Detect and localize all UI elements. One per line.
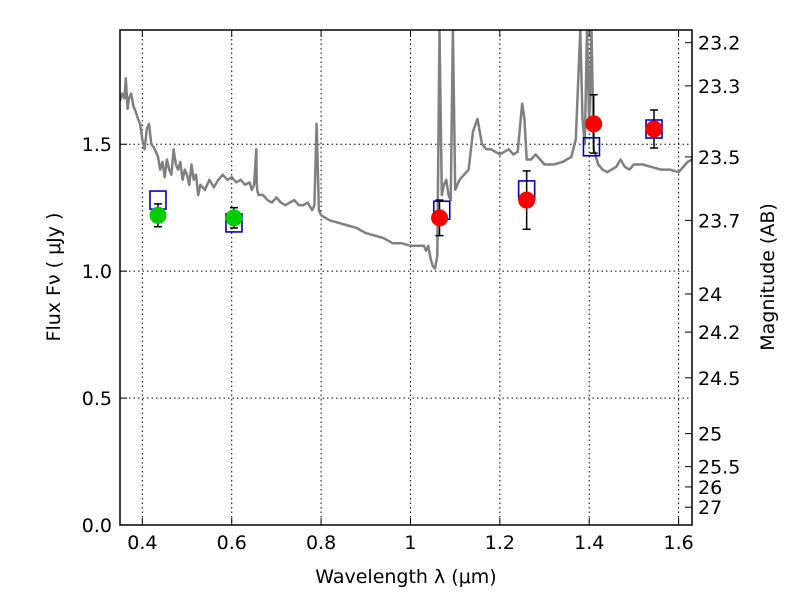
mag-tick-label: 23.5 <box>698 147 740 169</box>
x-tick-label: 0.4 <box>127 532 157 554</box>
x-tick-label: 1.6 <box>663 532 693 554</box>
x-tick-label: 0.8 <box>306 532 336 554</box>
y-tick-label: 0.5 <box>82 388 112 410</box>
mag-tick-label: 27 <box>698 497 722 519</box>
x-axis-title: Wavelength λ (μm) <box>315 566 496 588</box>
axes: 0.4 0.6 0.8 1 1.2 1.4 1.6 0.0 0.5 1.0 1.5 23.2 23.3 2… <box>82 30 740 554</box>
grid <box>120 30 692 525</box>
model-photometry-square <box>582 136 601 157</box>
y-tick-label: 0.0 <box>82 515 112 537</box>
model-spectrum-line <box>120 30 692 270</box>
y-axis-title: Flux Fν ( μJy ) <box>43 213 65 342</box>
mag-tick-label: 24.5 <box>698 368 740 390</box>
mag-tick-label: 24.2 <box>698 322 740 344</box>
data-point <box>149 206 167 224</box>
mag-tick-label: 25.5 <box>698 457 740 479</box>
plot-frame <box>119 29 693 526</box>
observed-photometry-group <box>149 93 663 237</box>
x-tick-label: 0.6 <box>217 532 247 554</box>
mag-tick-label: 23.2 <box>698 33 740 55</box>
x-tick-label: 1.2 <box>485 532 515 554</box>
y-axis-right-title: Magnitude (AB) <box>757 203 779 351</box>
data-point <box>645 120 663 138</box>
data-point <box>585 115 603 133</box>
y-tick-label: 1.0 <box>82 261 112 283</box>
mag-tick-label: 26 <box>698 477 722 499</box>
model-spectrum-group <box>120 30 692 270</box>
mag-tick-label: 25 <box>698 424 722 446</box>
x-tick-label: 1.4 <box>574 532 604 554</box>
mag-tick-label: 24 <box>698 284 722 306</box>
x-tick-label: 1 <box>404 532 416 554</box>
data-point <box>518 191 536 209</box>
mag-tick-label: 23.7 <box>698 210 740 232</box>
mag-tick-label: 23.3 <box>698 76 740 98</box>
y-tick-label: 1.5 <box>82 134 112 156</box>
data-point <box>225 209 243 227</box>
data-point <box>431 209 449 227</box>
